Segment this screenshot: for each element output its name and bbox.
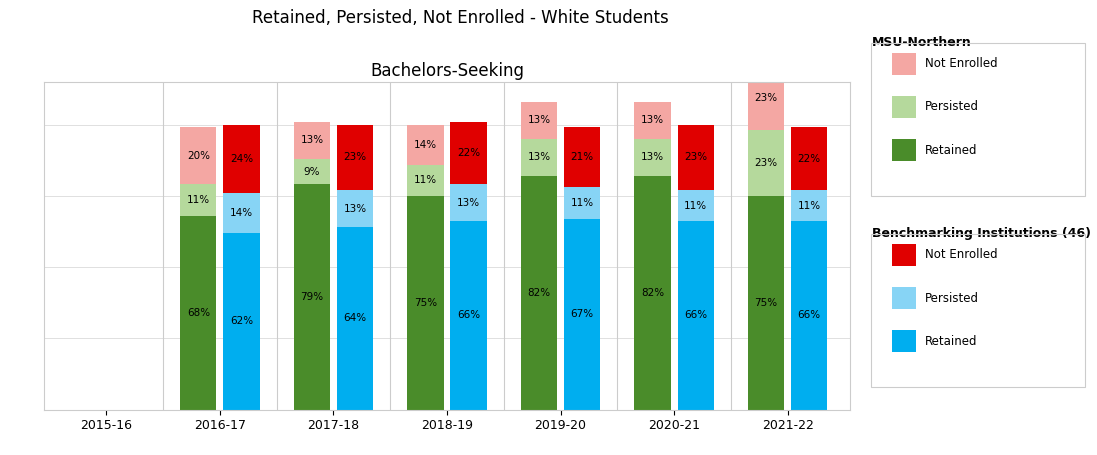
Bar	[791, 127, 827, 190]
Bar	[294, 159, 330, 184]
Text: 23%: 23%	[755, 92, 778, 102]
Bar	[678, 125, 714, 190]
Bar	[407, 196, 443, 410]
Text: 13%: 13%	[641, 116, 664, 126]
Text: Retained, Persisted, Not Enrolled - White Students: Retained, Persisted, Not Enrolled - Whit…	[252, 9, 669, 27]
Text: 23%: 23%	[343, 152, 366, 162]
Text: 13%: 13%	[528, 116, 551, 126]
Bar	[407, 165, 443, 196]
Text: 13%: 13%	[528, 152, 551, 162]
Bar	[521, 102, 557, 139]
Text: Retained: Retained	[925, 144, 977, 157]
Bar	[634, 102, 670, 139]
Bar	[337, 227, 373, 410]
Text: 75%: 75%	[755, 298, 778, 308]
Text: Persisted: Persisted	[925, 101, 979, 113]
Text: 20%: 20%	[186, 151, 210, 161]
Text: 13%: 13%	[343, 204, 366, 214]
Text: 64%: 64%	[343, 313, 366, 324]
Text: 11%: 11%	[685, 201, 708, 211]
Bar	[678, 222, 714, 410]
Bar	[451, 122, 487, 184]
Bar	[634, 139, 670, 176]
Text: 11%: 11%	[414, 175, 437, 185]
Text: Not Enrolled: Not Enrolled	[925, 57, 997, 70]
Text: 13%: 13%	[641, 152, 664, 162]
Bar	[337, 190, 373, 227]
Bar	[564, 219, 600, 410]
Text: 67%: 67%	[570, 309, 593, 319]
Bar	[294, 184, 330, 410]
Text: 11%: 11%	[186, 195, 210, 205]
Text: 82%: 82%	[528, 288, 551, 298]
Text: Benchmarking Institutions (46): Benchmarking Institutions (46)	[872, 228, 1092, 241]
Text: 21%: 21%	[570, 152, 593, 162]
Bar	[180, 127, 216, 184]
Text: 23%: 23%	[685, 152, 708, 162]
Bar	[748, 65, 784, 130]
Bar	[791, 190, 827, 222]
Text: 79%: 79%	[301, 292, 324, 302]
Bar	[224, 193, 260, 233]
Bar	[224, 233, 260, 410]
Text: 68%: 68%	[186, 308, 210, 318]
Text: 24%: 24%	[230, 154, 253, 164]
Bar	[407, 125, 443, 165]
Bar	[337, 125, 373, 190]
Text: MSU-Northern: MSU-Northern	[872, 36, 972, 50]
Bar	[180, 184, 216, 216]
Text: 75%: 75%	[414, 298, 437, 308]
Text: 13%: 13%	[457, 198, 480, 208]
Text: 14%: 14%	[414, 140, 437, 150]
Bar	[748, 130, 784, 196]
Bar	[564, 127, 600, 187]
Bar	[294, 122, 330, 159]
Text: 9%: 9%	[304, 167, 320, 177]
Text: Persisted: Persisted	[925, 292, 979, 304]
Text: 22%: 22%	[457, 148, 480, 158]
Text: 66%: 66%	[457, 310, 480, 320]
Text: 66%: 66%	[685, 310, 708, 320]
Text: Not Enrolled: Not Enrolled	[925, 248, 997, 261]
Bar	[678, 190, 714, 222]
Bar	[521, 139, 557, 176]
Bar	[791, 222, 827, 410]
Text: 11%: 11%	[570, 198, 593, 208]
Bar	[451, 222, 487, 410]
Text: 82%: 82%	[641, 288, 664, 298]
Text: 23%: 23%	[755, 158, 778, 168]
Text: 22%: 22%	[798, 154, 821, 164]
Text: 14%: 14%	[230, 208, 253, 218]
Bar	[748, 196, 784, 410]
Bar	[180, 216, 216, 410]
Title: Bachelors-Seeking: Bachelors-Seeking	[370, 62, 524, 81]
Bar	[521, 176, 557, 410]
Text: 13%: 13%	[301, 135, 324, 145]
Text: 62%: 62%	[230, 316, 253, 326]
Text: 11%: 11%	[798, 201, 821, 211]
Bar	[564, 187, 600, 219]
Bar	[634, 176, 670, 410]
Text: Retained: Retained	[925, 335, 977, 348]
Bar	[451, 184, 487, 222]
Text: 66%: 66%	[798, 310, 821, 320]
Bar	[224, 125, 260, 193]
